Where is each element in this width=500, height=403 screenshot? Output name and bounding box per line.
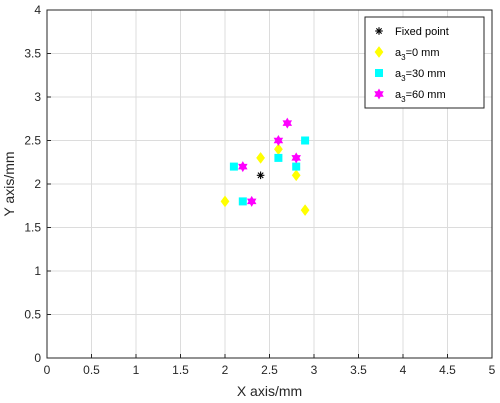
x-tick-label: 1.5: [172, 363, 189, 377]
x-tick-label: 2: [222, 363, 229, 377]
y-tick-label: 0.5: [24, 308, 41, 322]
legend-label-main: a: [395, 68, 402, 80]
legend-label-main: a: [395, 89, 402, 101]
y-tick-label: 3: [34, 90, 41, 104]
x-tick-label: 4: [400, 363, 407, 377]
x-tick-label: 3.5: [350, 363, 367, 377]
legend-label-subscript: 3: [401, 95, 406, 104]
legend-item: a3=60 mm: [374, 88, 446, 104]
legend-item: a3=0 mm: [374, 46, 440, 62]
legend-marker-hexagram: [374, 88, 384, 100]
y-tick-label: 1: [34, 264, 41, 278]
x-tick-label: 0: [44, 363, 51, 377]
y-tick-label: 0: [34, 351, 41, 365]
legend-label-subscript: 3: [401, 74, 406, 83]
legend-label-tail: =30 mm: [406, 68, 446, 80]
legend-label: Fixed point: [395, 26, 449, 38]
y-tick-label: 4: [34, 3, 41, 17]
legend-label: a3=0 mm: [395, 47, 440, 62]
series-hexagram: [238, 117, 301, 207]
y-tick-label: 2.5: [24, 134, 41, 148]
series-asterisk: [256, 171, 265, 180]
legend-label-subscript: 3: [401, 53, 406, 62]
point-square: [238, 197, 247, 206]
legend-box: [364, 16, 485, 109]
x-tick-label: 5: [489, 363, 496, 377]
point-hexagram: [282, 117, 293, 129]
point-square: [274, 153, 283, 162]
y-tick-label: 1.5: [24, 221, 41, 235]
point-diamond: [220, 195, 230, 208]
legend-marker-asterisk: [375, 27, 383, 35]
x-tick-label: 3: [311, 363, 318, 377]
point-hexagram: [291, 152, 301, 164]
x-axis-label: X axis/mm: [237, 383, 302, 399]
legend-label: a3=60 mm: [395, 89, 446, 104]
point-square: [292, 162, 301, 171]
point-hexagram: [273, 135, 284, 146]
legend-marker-square: [375, 69, 383, 77]
x-tick-label: 1: [133, 363, 140, 377]
data-points: [220, 117, 310, 217]
y-tick-label: 2: [34, 177, 41, 191]
series-square: [229, 136, 310, 206]
legend-label-main: Fixed point: [395, 26, 449, 38]
legend-label-tail: =0 mm: [406, 47, 440, 59]
legend-item: Fixed point: [375, 26, 449, 38]
point-diamond: [256, 151, 266, 164]
point-asterisk: [256, 171, 265, 180]
legend-label-tail: =60 mm: [406, 89, 446, 101]
legend-label-main: a: [395, 47, 402, 59]
y-tick-label: 3.5: [24, 47, 41, 61]
point-diamond: [300, 204, 310, 217]
legend-label: a3=30 mm: [395, 68, 446, 83]
series-diamond: [220, 143, 310, 217]
x-tick-label: 4.5: [439, 363, 456, 377]
point-diamond: [291, 169, 301, 182]
legend-marker-diamond: [374, 46, 384, 58]
legend-item: a3=30 mm: [375, 68, 446, 83]
point-hexagram: [238, 161, 248, 173]
axis-ticks: 0 0.5 1 1.5 2 2.5 3 3.5 4 4.5 5 0 0.5 1 1.5 2 2.5 3 3.5 4: [24, 3, 495, 377]
x-tick-label: 0.5: [83, 363, 100, 377]
x-tick-label: 2.5: [261, 363, 278, 377]
point-square: [301, 136, 310, 145]
point-hexagram: [246, 195, 257, 207]
y-axis-label: Y axis/mm: [1, 151, 17, 216]
point-square: [229, 162, 238, 171]
